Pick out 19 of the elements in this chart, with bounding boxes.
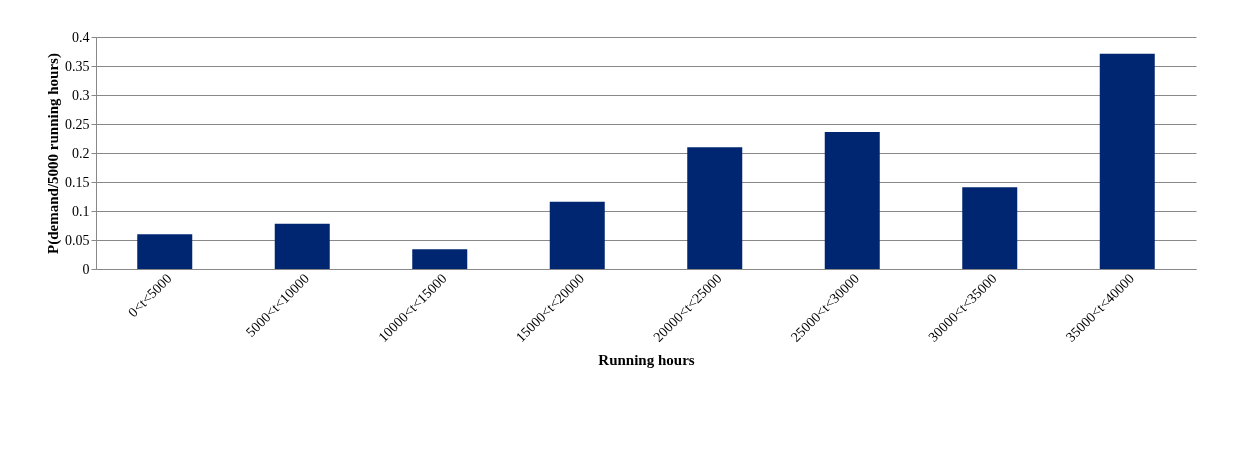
x-axis-title: Running hours (598, 351, 695, 368)
bar (687, 147, 743, 269)
bar (962, 187, 1018, 269)
bar (412, 249, 468, 269)
bar (274, 223, 330, 269)
y-tick-label: 0.25 (65, 116, 90, 132)
y-tick-label: 0.3 (72, 87, 90, 103)
bar (1099, 53, 1155, 269)
y-tick-label: 0.4 (72, 29, 90, 45)
y-tick-label: 0 (82, 261, 90, 277)
y-tick-label: 0.2 (72, 145, 90, 161)
bar (824, 132, 880, 269)
bar (549, 201, 605, 269)
y-tick-label: 0.35 (65, 58, 90, 74)
bar (137, 234, 193, 269)
y-tick-label: 0.15 (65, 174, 90, 190)
y-axis-title: P(demand/5000 running hours) (45, 53, 62, 254)
y-tick-label: 0.05 (65, 232, 90, 248)
y-tick-label: 0.1 (72, 203, 90, 219)
